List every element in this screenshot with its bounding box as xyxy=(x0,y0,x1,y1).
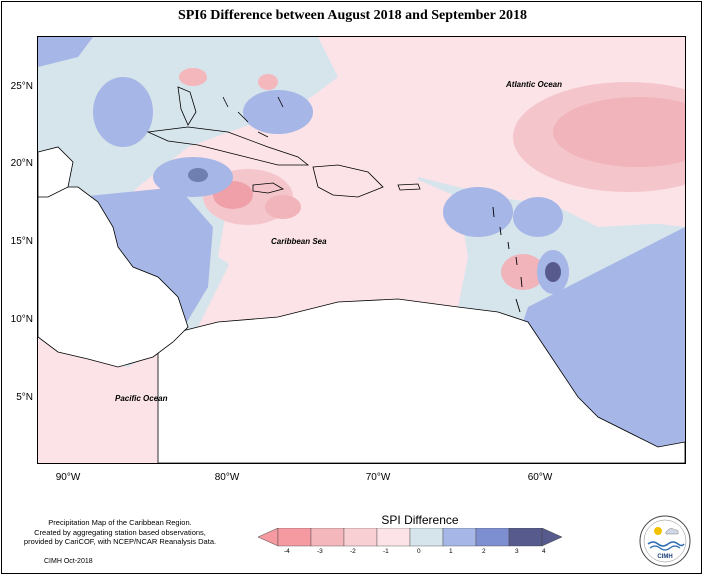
lat-label: 15°N xyxy=(10,236,33,247)
colorbar-tick: 0 xyxy=(417,548,421,555)
land-lesser-antilles xyxy=(492,206,523,313)
pink-anomaly xyxy=(501,254,545,290)
colorbar-tick: 3 xyxy=(515,548,519,555)
footer-line: Created by aggregating station based obs… xyxy=(34,527,206,537)
colorbar-tick: -1 xyxy=(383,548,389,555)
land-florida xyxy=(177,86,197,126)
blue-anomaly xyxy=(188,168,208,182)
lat-label: 25°N xyxy=(10,81,33,92)
blue-anomaly xyxy=(243,90,313,134)
colorbar-segment xyxy=(310,528,345,547)
colorbar-segment xyxy=(442,528,477,547)
land-mexico xyxy=(38,146,74,198)
blue-anomaly xyxy=(93,77,153,147)
footer-note: Precipitation Map of the Caribbean Regio… xyxy=(10,518,230,547)
page-title: SPI6 Difference between August 2018 and … xyxy=(177,8,528,23)
blue-anomaly xyxy=(38,37,93,67)
colorbar-segment xyxy=(475,528,510,547)
map-panel: Atlantic Ocean Caribbean Sea Pacific Oce… xyxy=(37,36,686,464)
pacific-ocean-label: Pacific Ocean xyxy=(115,394,168,403)
pink-anomaly xyxy=(553,97,685,167)
logo-text: CIMH xyxy=(657,554,672,560)
land-south-america xyxy=(157,298,685,463)
footer-line: Precipitation Map of the Caribbean Regio… xyxy=(48,518,192,527)
colorbar-segment xyxy=(277,528,312,547)
atlantic-ocean-label: Atlantic Ocean xyxy=(506,80,563,89)
lon-label: 90°W xyxy=(55,472,81,483)
land-central-america xyxy=(38,186,189,368)
blue-anomaly xyxy=(545,262,561,282)
colorbar-segment xyxy=(409,528,444,547)
colorbar-arrow-left xyxy=(258,528,279,547)
colorbar-tick: -4 xyxy=(284,548,290,555)
colorbar-segment xyxy=(508,528,543,547)
colorbar-tick: 2 xyxy=(482,548,486,555)
lat-label: 10°N xyxy=(10,314,33,325)
colorbar-arrow-right xyxy=(541,528,563,547)
blue-anomaly xyxy=(443,187,513,237)
colorbar-tick: 1 xyxy=(449,548,453,555)
footer-line: provided by CariCOF, with NCEP/NCAR Rean… xyxy=(23,537,217,546)
colorbar-tick: 4 xyxy=(542,548,546,555)
lat-label: 20°N xyxy=(10,158,33,169)
pink-anomaly xyxy=(258,74,278,90)
pink-anomaly xyxy=(265,195,301,219)
blue-anomaly xyxy=(513,197,563,237)
land-jamaica xyxy=(252,182,285,194)
lon-label: 60°W xyxy=(527,472,553,483)
colorbar xyxy=(258,528,563,547)
lat-label: 5°N xyxy=(16,392,33,403)
colorbar-tick: -2 xyxy=(350,548,356,555)
cimh-logo: CIMH xyxy=(639,515,691,567)
pink-anomaly xyxy=(179,68,207,86)
land-bahamas xyxy=(222,96,284,138)
colorbar-segment xyxy=(343,528,378,547)
lon-label: 70°W xyxy=(365,472,391,483)
colorbar-segment xyxy=(376,528,411,547)
colorbar-tick: -3 xyxy=(317,548,323,555)
land-cuba xyxy=(146,126,310,166)
map-svg xyxy=(38,37,685,463)
colorbar-title: SPI Difference xyxy=(381,513,459,527)
footer-date: CIMH Oct-2018 xyxy=(44,558,93,565)
land-hispaniola xyxy=(312,164,384,198)
land-puerto-rico xyxy=(397,183,421,191)
caribbean-sea-label: Caribbean Sea xyxy=(271,237,327,246)
lon-label: 80°W xyxy=(214,472,240,483)
